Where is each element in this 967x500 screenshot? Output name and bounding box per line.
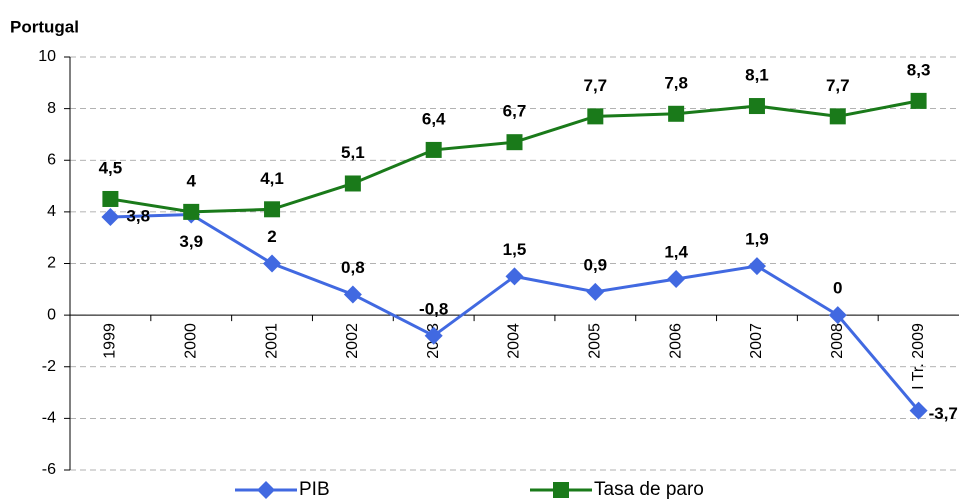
- data-label: 8,1: [745, 66, 769, 85]
- y-tick-label: -6: [42, 461, 56, 478]
- chart-title: Portugal: [10, 17, 79, 36]
- x-tick-label: 1999: [102, 323, 119, 359]
- marker: [747, 257, 766, 276]
- data-label: 1,4: [664, 242, 688, 261]
- y-tick-label: 0: [47, 306, 56, 323]
- data-label: -3,7: [929, 404, 958, 423]
- marker: [668, 105, 685, 122]
- x-tick-label: 2008: [829, 323, 846, 359]
- marker: [424, 326, 443, 345]
- legend-marker: [553, 482, 569, 498]
- marker: [910, 92, 927, 109]
- data-label: 3,9: [179, 232, 203, 251]
- marker: [506, 134, 523, 151]
- y-tick-label: 8: [47, 100, 56, 117]
- marker: [101, 208, 120, 227]
- x-tick-label: 2000: [182, 323, 199, 359]
- data-label: 0: [833, 279, 842, 298]
- y-tick-label: 10: [38, 48, 56, 65]
- data-label: 4,5: [99, 158, 123, 177]
- data-label: 4: [186, 171, 196, 190]
- data-label: 0,9: [583, 255, 607, 274]
- marker: [829, 108, 846, 125]
- marker: [183, 203, 200, 220]
- y-tick-label: 6: [47, 151, 56, 168]
- marker: [263, 254, 282, 273]
- x-tick-label: 2006: [667, 323, 684, 359]
- marker: [667, 269, 686, 288]
- y-tick-label: 4: [47, 203, 56, 220]
- x-tick-label: 2002: [344, 323, 361, 359]
- data-label: 1,5: [503, 240, 527, 259]
- marker: [587, 108, 604, 125]
- marker: [748, 98, 765, 115]
- x-tick-label: 2007: [748, 323, 765, 359]
- marker: [586, 282, 605, 301]
- data-label: 8,3: [907, 60, 931, 79]
- marker: [343, 285, 362, 304]
- x-tick-label: 2004: [506, 323, 523, 359]
- marker: [828, 306, 847, 325]
- data-label: 7,8: [664, 73, 688, 92]
- legend-label: PIB: [299, 479, 330, 500]
- x-tick-label: I Tr. 2009: [910, 323, 927, 390]
- data-label: 0,8: [341, 258, 365, 277]
- marker: [425, 141, 442, 158]
- y-tick-label: -2: [42, 358, 56, 375]
- data-label: 3,8: [126, 207, 150, 226]
- legend-marker: [257, 481, 275, 499]
- data-label: 6,7: [503, 102, 527, 121]
- data-label: 7,7: [826, 76, 850, 95]
- marker: [102, 190, 119, 207]
- data-label: -0,8: [419, 299, 448, 318]
- marker: [264, 201, 281, 218]
- marker: [909, 401, 928, 420]
- data-label: 6,4: [422, 109, 446, 128]
- data-label: 1,9: [745, 230, 769, 249]
- x-tick-label: 2005: [587, 323, 604, 359]
- data-label: 7,7: [583, 76, 607, 95]
- legend-label: Tasa de paro: [594, 479, 704, 500]
- data-label: 2: [267, 227, 276, 246]
- marker: [505, 267, 524, 286]
- data-label: 5,1: [341, 143, 365, 162]
- y-tick-label: 2: [47, 255, 56, 272]
- marker: [344, 175, 361, 192]
- y-tick-label: -4: [42, 410, 56, 427]
- data-label: 4,1: [260, 169, 284, 188]
- x-tick-label: 2001: [263, 323, 280, 359]
